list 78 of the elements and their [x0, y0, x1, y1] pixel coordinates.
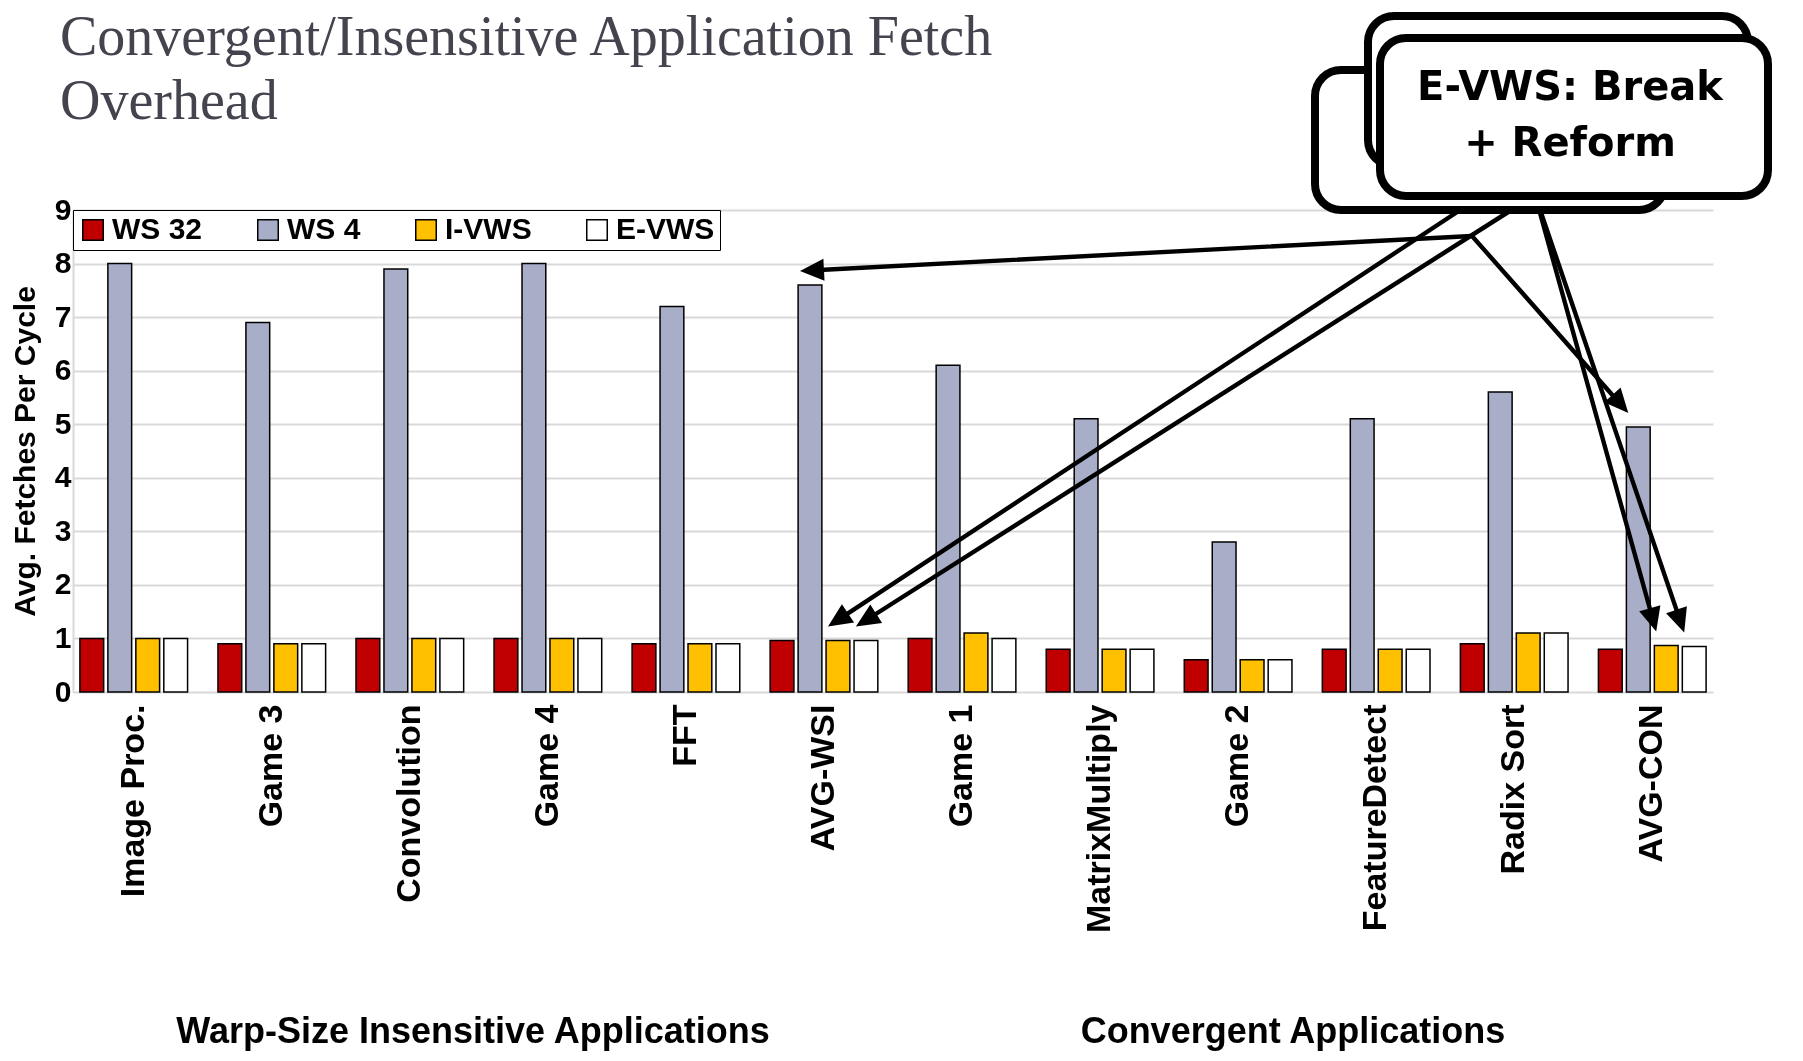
bar: [1349, 418, 1375, 693]
x-tick-label: AVG-CON: [1631, 704, 1670, 863]
x-tick-label: Game 3: [250, 704, 289, 828]
y-tick-label: 6: [54, 353, 72, 387]
bar: [715, 643, 741, 693]
bar: [107, 262, 133, 693]
bar: [1487, 391, 1513, 693]
y-tick-label: 4: [54, 460, 72, 494]
bar: [907, 637, 933, 693]
text: Convergent Applications: [1079, 1010, 1507, 1052]
bar: [355, 637, 381, 693]
bar: [825, 639, 851, 693]
x-tick-label: Image Proc.: [112, 704, 151, 898]
text: E-VWS: Break + Reform: [1416, 62, 1725, 167]
bar: [1321, 648, 1347, 693]
legend-label: WS 32: [112, 212, 203, 245]
bar: [853, 639, 879, 693]
x-tick-label: FeatureDetect: [1355, 704, 1394, 932]
x-tick-label: Radix Sort: [1493, 704, 1532, 875]
x-tick-label: Convolution: [388, 704, 427, 903]
bar: [1045, 648, 1071, 693]
bar: [1183, 659, 1209, 693]
bar: [521, 262, 547, 693]
bar: [1681, 645, 1707, 693]
bar: [549, 637, 575, 693]
chart-title: Convergent/Insensitive Application Fetch Overhead: [60, 4, 994, 132]
y-tick-label: 8: [54, 246, 72, 280]
bar: [963, 632, 989, 693]
x-tick-label: Game 4: [526, 704, 565, 828]
y-tick-label: 1: [54, 620, 72, 654]
bar: [1405, 648, 1431, 693]
bar: [797, 284, 823, 693]
bar: [411, 637, 437, 693]
y-tick-label: 2: [54, 567, 72, 601]
y-axis-title: Avg. Fetches Per Cycle: [7, 286, 41, 617]
bar: [245, 321, 271, 693]
bar: [935, 364, 961, 693]
bar: [1129, 648, 1155, 693]
bar: [1653, 644, 1679, 693]
bar: [1597, 648, 1623, 693]
bar: [687, 643, 713, 693]
bar: [1543, 632, 1569, 693]
x-tick-label: FFT: [664, 704, 703, 767]
y-tick-label: 9: [54, 192, 72, 226]
legend-label: I-VWS: [445, 212, 532, 245]
bar: [1267, 659, 1293, 693]
bar: [1459, 643, 1485, 693]
bar: [1211, 541, 1237, 693]
bar: [493, 637, 519, 693]
bar: [217, 643, 243, 693]
y-tick-label: 0: [54, 674, 72, 708]
bar: [1239, 659, 1265, 693]
bar: [577, 637, 603, 693]
bar: [659, 305, 685, 693]
bar: [769, 639, 795, 693]
x-tick-label: MatrixMultiply: [1079, 704, 1118, 934]
bar: [1377, 648, 1403, 693]
y-tick-label: 5: [54, 406, 72, 440]
y-tick-label: 7: [54, 299, 72, 333]
bar: [273, 643, 299, 693]
bar: [439, 637, 465, 693]
text: Warp-Size Insensitive Applications: [175, 1010, 771, 1052]
bar: [1515, 632, 1541, 693]
bar: [301, 643, 327, 693]
legend-label: E-VWS: [616, 212, 715, 245]
legend-label: WS 4: [287, 212, 361, 245]
x-tick-label: Game 1: [941, 704, 980, 828]
y-tick-label: 3: [54, 513, 72, 547]
x-tick-label: Game 2: [1217, 704, 1256, 828]
bar: [163, 637, 189, 693]
bar: [991, 637, 1017, 693]
bar: [631, 643, 657, 693]
bar: [1073, 418, 1099, 693]
x-tick-label: AVG-WSI: [802, 704, 841, 852]
bar: [135, 637, 161, 693]
bar: [79, 637, 105, 693]
bar: [383, 268, 409, 693]
bar: [1101, 648, 1127, 693]
